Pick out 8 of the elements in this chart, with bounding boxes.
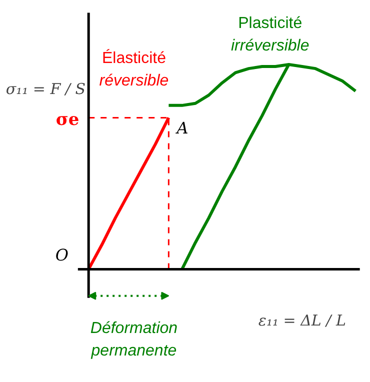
x-axis-title: ε₁₁ = ΔL / L (258, 311, 346, 330)
annotation: Élasticité réversible (99, 48, 169, 90)
y-axis-title: σ₁₁ = F / S (6, 80, 86, 98)
text: O (55, 245, 68, 264)
annotation: A (174, 118, 188, 138)
ref-line-label: σe (56, 110, 80, 130)
text: Déformation permanente (90, 320, 178, 360)
text: Plasticité irréversible (231, 15, 310, 55)
